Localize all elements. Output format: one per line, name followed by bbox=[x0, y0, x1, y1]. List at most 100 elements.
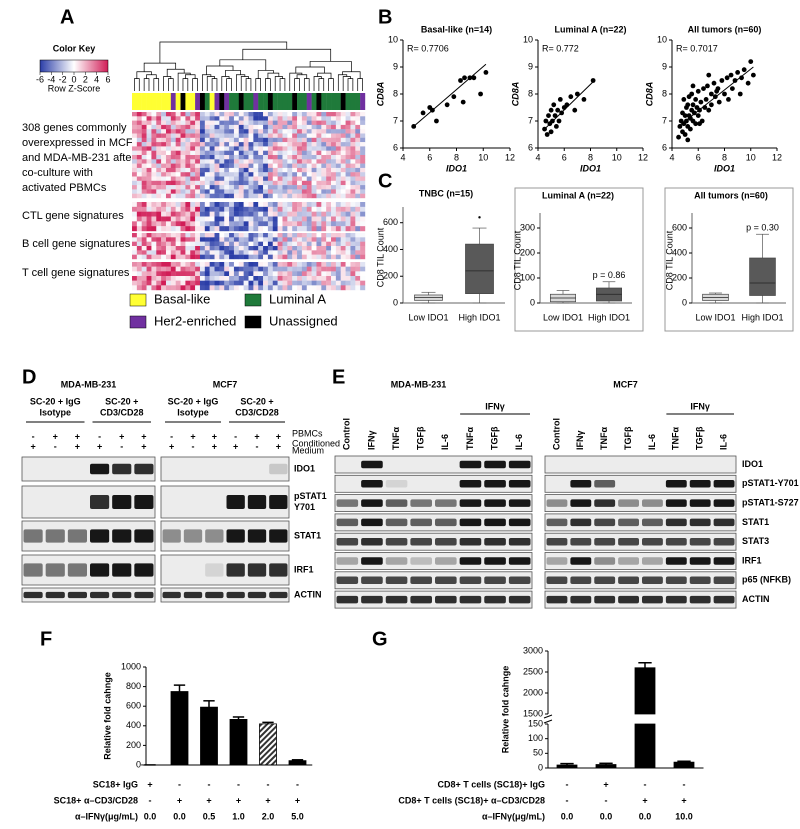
heatmap-cell bbox=[253, 112, 259, 117]
blot-band bbox=[435, 499, 457, 507]
heatmap-cell bbox=[263, 133, 269, 138]
heatmap-cell bbox=[345, 202, 351, 208]
heatmap-cell bbox=[340, 280, 346, 286]
heatmap-cell bbox=[306, 233, 312, 238]
heatmap-cell bbox=[321, 226, 327, 232]
heatmap-cell bbox=[151, 142, 157, 147]
heatmap-cell bbox=[267, 246, 273, 251]
heatmap-cell bbox=[355, 189, 361, 194]
blot-band bbox=[713, 518, 735, 527]
blot-band bbox=[594, 499, 616, 507]
heatmap-cell bbox=[253, 155, 259, 160]
heatmap-cell bbox=[311, 129, 317, 134]
scatter-point bbox=[711, 80, 717, 86]
heatmap-cell bbox=[287, 150, 293, 156]
heatmap-cell bbox=[136, 155, 142, 160]
heatmap-cell bbox=[272, 142, 278, 147]
heatmap-cell bbox=[316, 172, 322, 177]
blot-band bbox=[665, 595, 687, 604]
subtype-cell bbox=[238, 93, 244, 110]
heatmap-cell bbox=[165, 180, 172, 186]
heatmap-cell bbox=[301, 146, 307, 151]
heatmap-cell bbox=[321, 116, 327, 121]
heatmap-cell bbox=[185, 124, 191, 130]
heatmap-cell bbox=[248, 116, 254, 121]
heatmap-cell bbox=[306, 226, 312, 232]
chart-title: Luminal A (n=22) bbox=[542, 190, 614, 200]
heatmap-cell bbox=[180, 124, 186, 130]
heatmap-cell bbox=[136, 167, 142, 173]
heatmap-cell bbox=[267, 155, 273, 160]
heatmap-cell bbox=[156, 167, 162, 173]
blot-band bbox=[508, 595, 531, 604]
heatmap-cell bbox=[132, 237, 138, 242]
subtype-cell bbox=[316, 93, 322, 110]
box bbox=[749, 257, 776, 296]
y-tick-label: 8 bbox=[393, 88, 398, 98]
heatmap-cell bbox=[301, 112, 307, 117]
heatmap-cell bbox=[170, 155, 176, 160]
condition-label: SC18+ IgG bbox=[93, 779, 138, 789]
y-tick-label: 200 bbox=[126, 740, 141, 750]
heatmap-cell bbox=[263, 167, 269, 173]
heatmap-cell bbox=[248, 221, 254, 227]
blot-panel bbox=[334, 590, 533, 609]
heatmap-cell bbox=[195, 202, 201, 208]
heatmap-cell bbox=[355, 150, 361, 156]
scatter-point bbox=[693, 121, 699, 127]
heatmap-cell bbox=[335, 124, 341, 130]
heatmap-cell bbox=[267, 120, 273, 126]
heatmap-cell bbox=[287, 250, 293, 255]
blot-band bbox=[689, 499, 711, 507]
heatmap-cell bbox=[224, 129, 230, 134]
heatmap-cell bbox=[282, 211, 288, 217]
heatmap-cell bbox=[326, 280, 332, 286]
x-tick-label: 12 bbox=[638, 152, 648, 162]
color-key-title: Color Key bbox=[53, 43, 96, 53]
blot-band bbox=[484, 557, 506, 565]
heatmap-cell bbox=[141, 237, 147, 242]
heatmap-cell bbox=[267, 193, 273, 199]
heatmap-cell bbox=[316, 129, 322, 134]
heatmap-cell bbox=[258, 216, 264, 222]
group-label: SC-20 + IgG bbox=[168, 396, 219, 406]
blot-band bbox=[134, 463, 154, 475]
heatmap-cell bbox=[132, 276, 138, 281]
heatmap-cell bbox=[306, 266, 312, 272]
blot-band bbox=[618, 576, 639, 585]
heatmap-cell bbox=[253, 241, 259, 247]
heatmap-cell bbox=[199, 112, 206, 117]
heatmap-cell bbox=[224, 246, 230, 251]
heatmap-cell bbox=[316, 266, 322, 272]
heatmap-cell bbox=[316, 185, 322, 190]
condition-cell: - bbox=[566, 795, 569, 805]
heatmap-cell bbox=[156, 246, 162, 251]
blot-panel bbox=[544, 513, 737, 532]
heatmap-cell bbox=[180, 285, 186, 291]
heatmap-cell bbox=[214, 237, 220, 242]
heatmap-cell bbox=[175, 202, 181, 208]
heatmap-cell bbox=[180, 112, 186, 117]
heatmap-cell bbox=[170, 167, 176, 173]
heatmap-cell bbox=[170, 280, 176, 286]
heatmap-cell bbox=[180, 280, 186, 286]
heatmap-cell bbox=[170, 262, 176, 267]
heatmap-cell bbox=[136, 116, 142, 121]
heatmap-cell bbox=[258, 202, 264, 208]
bar bbox=[595, 764, 617, 769]
y-tick-label: 6 bbox=[528, 142, 533, 152]
blot-band bbox=[508, 518, 531, 527]
heatmap-cell bbox=[311, 137, 317, 143]
heatmap-cell bbox=[282, 202, 288, 208]
heatmap-cell bbox=[287, 172, 293, 177]
bar bbox=[170, 691, 189, 766]
heatmap-cell bbox=[326, 237, 332, 242]
heatmap-cell bbox=[248, 202, 254, 208]
heatmap-cell bbox=[321, 276, 327, 281]
heatmap-cell bbox=[287, 285, 293, 291]
heatmap-cell bbox=[340, 185, 346, 190]
heatmap-cell bbox=[190, 285, 196, 291]
heatmap-cell bbox=[306, 241, 312, 247]
heatmap-cell bbox=[214, 176, 220, 181]
blot-band bbox=[546, 537, 568, 546]
